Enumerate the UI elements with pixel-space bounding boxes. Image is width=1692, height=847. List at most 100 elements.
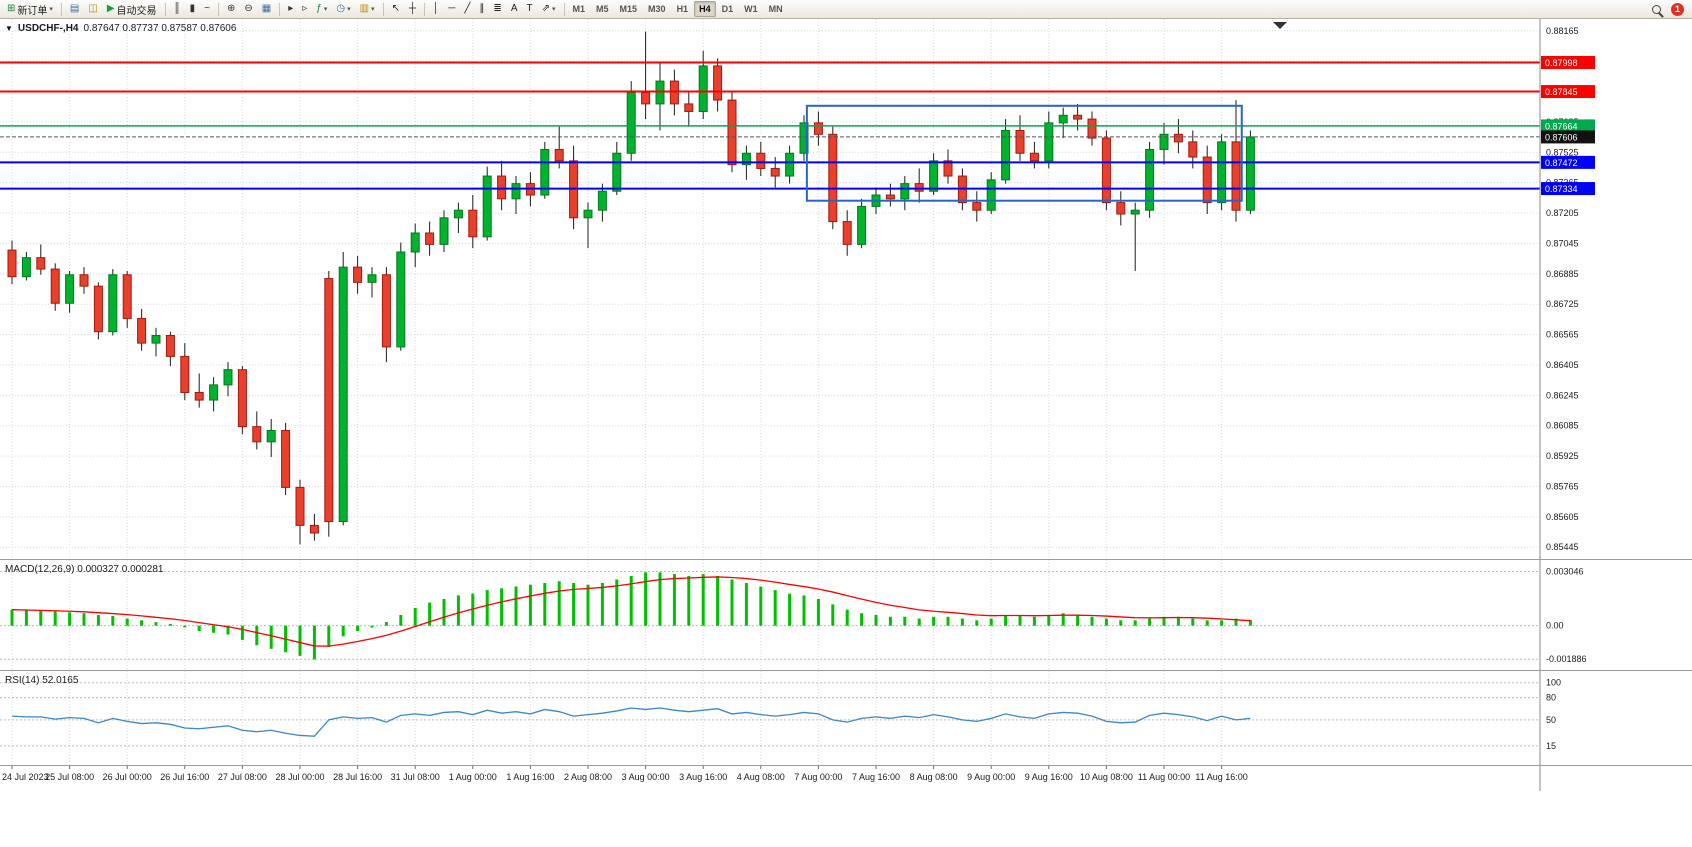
svg-text:9 Aug 16:00: 9 Aug 16:00 — [1025, 772, 1073, 782]
svg-text:27 Jul 08:00: 27 Jul 08:00 — [218, 772, 267, 782]
svg-text:24 Jul 2023: 24 Jul 2023 — [2, 772, 49, 782]
bar-chart-type-button[interactable]: ║ — [170, 1, 185, 17]
svg-text:0.86565: 0.86565 — [1546, 330, 1579, 340]
candle — [1101, 130, 1111, 211]
periods-button[interactable]: ◷ ▾ — [332, 1, 354, 17]
toolbar-right: 1 — [1652, 2, 1689, 16]
timeframe-w1-button[interactable]: W1 — [739, 1, 763, 17]
svg-text:25 Jul 08:00: 25 Jul 08:00 — [45, 772, 94, 782]
templates-icon: ▥ — [359, 3, 370, 14]
line-chart-type-button[interactable]: ~ — [200, 1, 214, 17]
timeframe-m30-button[interactable]: M30 — [643, 1, 671, 17]
svg-text:0.87472: 0.87472 — [1545, 158, 1578, 168]
vertical-line-button[interactable]: │ — [429, 1, 443, 17]
candle — [914, 168, 924, 203]
arrows-button[interactable]: ⇗ ▾ — [538, 1, 560, 17]
autotrading-button[interactable]: ▶ 自动交易 — [103, 1, 161, 17]
candle — [986, 172, 996, 215]
data-window-icon-button[interactable]: ◫ — [84, 1, 101, 17]
candle — [209, 377, 219, 412]
crosshair-button[interactable]: ┼ — [405, 1, 420, 17]
svg-text:0.87664: 0.87664 — [1545, 121, 1578, 131]
candle — [972, 191, 982, 222]
text-button[interactable]: A — [507, 1, 522, 17]
toolbar: ⊞ 新订单 ▾ ▤ ◫ ▶ 自动交易 ║ ▮ ~ ⊕ ⊖ ▦ ▸ ▹ ƒ ▾ ◷ ▾ ▥ ▾ ↖ ┼ │ ─ ╱ ∥ ≣ A T ⇗ ▾ M1… — [0, 0, 1692, 19]
candle — [1130, 202, 1140, 271]
svg-text:15: 15 — [1546, 741, 1556, 751]
channel-button[interactable]: ∥ — [475, 1, 488, 17]
timeframe-m1-button[interactable]: M1 — [568, 1, 591, 17]
svg-text:0.87998: 0.87998 — [1545, 58, 1578, 68]
svg-text:0.87845: 0.87845 — [1545, 87, 1578, 97]
new-order-button-label: 新订单 — [17, 5, 48, 17]
chart-shift-marker[interactable] — [1273, 22, 1287, 29]
timeframe-mn-button[interactable]: MN — [764, 1, 788, 17]
candle — [151, 327, 161, 357]
candlestick-type-button[interactable]: ▮ — [186, 1, 200, 17]
trendline-button[interactable]: ╱ — [460, 1, 474, 17]
timeframe-m5-button[interactable]: M5 — [591, 1, 614, 17]
svg-text:31 Jul 08:00: 31 Jul 08:00 — [391, 772, 440, 782]
timeframe-m15-button[interactable]: M15 — [615, 1, 643, 17]
macd-grid — [0, 560, 1540, 670]
rectangle-annotation[interactable] — [805, 104, 1243, 202]
time-axis-pane: 24 Jul 2023 25 Jul 08:00 26 Jul 00:00 26 Ju… — [0, 765, 1692, 791]
price-chart[interactable]: 0.881650.880050.878450.876850.875250.873… — [0, 19, 1692, 559]
toolbar-separator — [60, 2, 62, 16]
zoom-out-icon: ⊖ — [244, 3, 253, 14]
templates-button[interactable]: ▥ ▾ — [356, 1, 379, 17]
horizontal-line-button[interactable]: ─ — [444, 1, 459, 17]
candle — [21, 251, 31, 281]
timeframe-h4-button[interactable]: H4 — [694, 1, 716, 17]
auto-scroll-icon: ▸ — [288, 3, 294, 14]
rsi-pane: 100 80 50 15 RSI(14) 52.0165 — [0, 670, 1692, 765]
candle — [1058, 107, 1068, 139]
cursor-button[interactable]: ↖ — [388, 1, 404, 17]
macd-chart[interactable]: 0.003046 0.00 -0.001886 — [0, 560, 1692, 670]
candle — [122, 270, 132, 328]
candle — [281, 422, 291, 495]
candle — [165, 331, 175, 366]
candle — [7, 240, 17, 285]
svg-text:11 Aug 00:00: 11 Aug 00:00 — [1138, 772, 1190, 782]
svg-text:0.85605: 0.85605 — [1546, 512, 1579, 522]
vertical-line-icon: │ — [433, 3, 440, 14]
zoom-in-button[interactable]: ⊕ — [223, 1, 239, 17]
zoom-out-button[interactable]: ⊖ — [240, 1, 256, 17]
new-order-button[interactable]: ⊞ 新订单 ▾ — [3, 1, 57, 17]
caret-down-icon: ▾ — [323, 6, 328, 13]
notification-badge[interactable]: 1 — [1671, 2, 1684, 16]
search-icon[interactable] — [1652, 4, 1661, 14]
svg-text:0.86725: 0.86725 — [1546, 299, 1579, 309]
candle — [1015, 115, 1025, 161]
chart-shift-button[interactable]: ▹ — [298, 1, 311, 17]
candle — [1231, 100, 1241, 222]
market-watch-icon-button[interactable]: ▤ — [66, 1, 83, 17]
fibonacci-button[interactable]: ≣ — [489, 1, 505, 17]
toolbar-buttons: ⊞ 新订单 ▾ ▤ ◫ ▶ 自动交易 ║ ▮ ~ ⊕ ⊖ ▦ ▸ ▹ ƒ ▾ ◷ ▾ ▥ ▾ ↖ ┼ │ ─ ╱ ∥ ≣ A T ⇗ ▾ — [3, 1, 568, 17]
candle — [353, 255, 363, 294]
horizontal-line-icon: ─ — [448, 3, 456, 14]
svg-text:0.87205: 0.87205 — [1546, 208, 1579, 218]
svg-text:0.86885: 0.86885 — [1546, 269, 1579, 279]
timeframe-h1-button[interactable]: H1 — [672, 1, 694, 17]
rsi-chart[interactable]: 100 80 50 15 — [0, 671, 1692, 765]
trendline-icon: ╱ — [464, 3, 471, 14]
one-click-trading-arrow[interactable]: ▼ — [5, 24, 13, 33]
auto-scroll-button[interactable]: ▸ — [284, 1, 297, 17]
fibonacci-icon: ≣ — [493, 3, 502, 14]
candle — [396, 242, 406, 351]
candle — [612, 141, 622, 196]
candle — [756, 141, 766, 177]
text-label-button[interactable]: T — [522, 1, 536, 17]
candle — [439, 210, 449, 252]
svg-text:7 Aug 16:00: 7 Aug 16:00 — [852, 772, 900, 782]
indicators-button[interactable]: ƒ ▾ — [312, 1, 331, 17]
timeframe-d1-button[interactable]: D1 — [717, 1, 739, 17]
svg-text:0.87334: 0.87334 — [1545, 184, 1578, 194]
toolbar-separator — [382, 2, 384, 16]
tile-windows-button[interactable]: ▦ — [258, 1, 275, 17]
price-line-badge — [1541, 56, 1595, 70]
